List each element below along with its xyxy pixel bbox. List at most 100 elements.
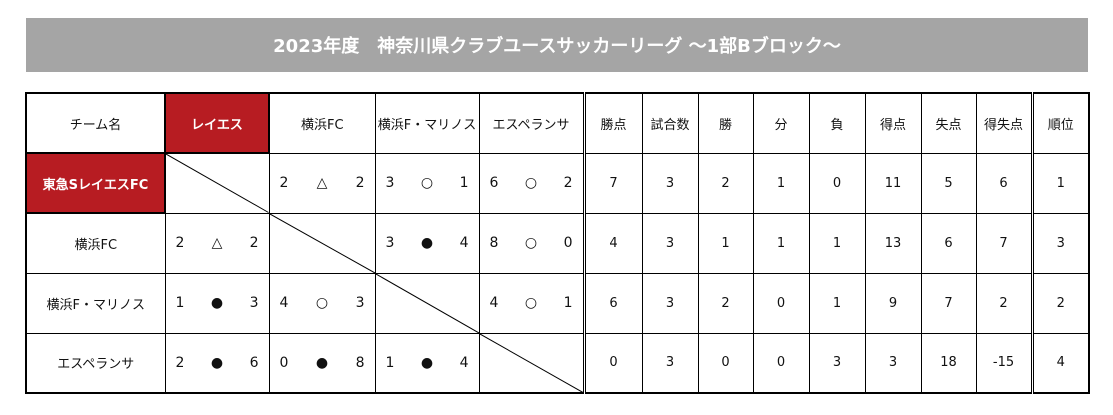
result-mark: △ — [211, 235, 223, 251]
diagonal-line — [270, 214, 375, 273]
score-home: 2 — [175, 235, 185, 251]
score-home: 1 — [175, 295, 185, 311]
result-mark: △ — [316, 175, 328, 191]
header-row: チーム名 レイエス 横浜FC 横浜F・マリノス エスペランサ 勝点 試合数勝分負得点 失点 得失… — [25, 92, 1090, 154]
stat-points: 0 — [582, 332, 643, 394]
result-mark: ○ — [315, 295, 329, 311]
header-cell: 勝 — [697, 92, 754, 154]
header-cell: 負 — [808, 92, 866, 154]
stat-played: 3 — [641, 272, 699, 334]
match-result: 0 ● 8 — [268, 332, 376, 394]
score-away: 3 — [249, 295, 259, 311]
stat-goals-against: 6 — [920, 212, 977, 274]
score-away: 4 — [459, 354, 469, 371]
stat-goals-for: 9 — [864, 272, 922, 334]
score-home: 8 — [489, 235, 499, 251]
header-cell: レイエス — [164, 92, 270, 154]
match-result: 3 ○ 1 — [374, 152, 480, 214]
stat-rank: 4 — [1030, 332, 1090, 394]
score-away: 8 — [355, 354, 365, 371]
stat-played: 3 — [641, 332, 699, 394]
stat-losses: 3 — [808, 332, 866, 394]
stat-draws: 0 — [752, 272, 810, 334]
stat-goal-diff: -15 — [975, 332, 1033, 394]
stat-points: 4 — [582, 212, 643, 274]
stat-played: 3 — [641, 212, 699, 274]
match-result: 8 ○ 0 — [478, 212, 585, 274]
score-home: 2 — [175, 354, 185, 371]
stat-wins: 1 — [697, 212, 754, 274]
score-home: 3 — [385, 175, 395, 191]
match-result: 2 ● 6 — [164, 332, 270, 394]
stat-draws: 0 — [752, 332, 810, 394]
header-cell: 得失点 — [975, 92, 1033, 154]
stat-points: 6 — [582, 272, 643, 334]
team-name: 東急SレイエスFC — [25, 152, 166, 214]
diagonal-line — [166, 154, 269, 213]
result-mark: ○ — [524, 295, 538, 311]
score-away: 2 — [563, 175, 573, 191]
stat-wins: 2 — [697, 152, 754, 214]
self-match-cell — [164, 152, 270, 214]
self-match-cell — [478, 332, 585, 394]
header-cell: 勝点 — [582, 92, 643, 154]
score-away: 4 — [459, 235, 469, 251]
score-away: 1 — [563, 295, 573, 311]
match-result: 6 ○ 2 — [478, 152, 585, 214]
score-away: 2 — [249, 235, 259, 251]
score-away: 0 — [563, 235, 573, 251]
header-cell: エスペランサ — [478, 92, 585, 154]
header-cell: 横浜FC — [268, 92, 376, 154]
score-home: 6 — [489, 175, 499, 191]
stat-goals-against: 5 — [920, 152, 977, 214]
stat-goal-diff: 2 — [975, 272, 1033, 334]
score-home: 1 — [385, 354, 395, 371]
stat-draws: 1 — [752, 152, 810, 214]
match-result: 3 ● 4 — [374, 212, 480, 274]
header-cell: 得点 — [864, 92, 922, 154]
self-match-cell — [374, 272, 480, 334]
result-mark: ○ — [420, 175, 434, 191]
header-cell: 分 — [752, 92, 810, 154]
result-mark: ● — [420, 354, 434, 371]
match-result: 4 ○ 3 — [268, 272, 376, 334]
match-result: 2 △ 2 — [268, 152, 376, 214]
header-cell: チーム名 — [25, 92, 166, 154]
stat-points: 7 — [582, 152, 643, 214]
stat-goals-for: 3 — [864, 332, 922, 394]
match-result: 4 ○ 1 — [478, 272, 585, 334]
stat-goal-diff: 6 — [975, 152, 1033, 214]
stat-wins: 2 — [697, 272, 754, 334]
stat-rank: 2 — [1030, 272, 1090, 334]
score-away: 1 — [459, 175, 469, 191]
table-row: 横浜FC 2 △ 2 3 ● 4 8 ○ 0 4 3 1 1 1 13 6 7 3 — [25, 212, 1090, 274]
score-away: 3 — [355, 295, 365, 311]
stat-rank: 1 — [1030, 152, 1090, 214]
stat-goals-for: 11 — [864, 152, 922, 214]
table-row: 東急SレイエスFC 2 △ 2 3 ○ 1 6 ○ 2 7 3 2 1 0 11 5 6 1 — [25, 152, 1090, 214]
stat-goal-diff: 7 — [975, 212, 1033, 274]
stat-draws: 1 — [752, 212, 810, 274]
score-home: 3 — [385, 235, 395, 251]
score-home: 2 — [279, 175, 289, 191]
table-row: エスペランサ 2 ● 6 0 ● 8 1 ● 4 0 3 0 0 3 3 18 -15 4 — [25, 332, 1090, 394]
score-away: 2 — [355, 175, 365, 191]
result-mark: ○ — [524, 175, 538, 191]
score-home: 4 — [489, 295, 499, 311]
team-name: 横浜FC — [25, 212, 166, 274]
stat-goals-against: 18 — [920, 332, 977, 394]
stat-rank: 3 — [1030, 212, 1090, 274]
score-home: 0 — [279, 354, 289, 371]
score-away: 6 — [249, 354, 259, 371]
stat-wins: 0 — [697, 332, 754, 394]
team-name: エスペランサ — [25, 332, 166, 394]
stat-goals-against: 7 — [920, 272, 977, 334]
result-mark: ● — [315, 354, 329, 371]
match-result: 1 ● 3 — [164, 272, 270, 334]
table-row: 横浜F・マリノス 1 ● 3 4 ○ 3 4 ○ 1 6 3 2 0 1 9 7 2 2 — [25, 272, 1090, 334]
result-mark: ● — [420, 235, 434, 251]
stat-losses: 1 — [808, 272, 866, 334]
header-cell: 順位 — [1030, 92, 1090, 154]
diagonal-line — [480, 334, 583, 393]
match-result: 1 ● 4 — [374, 332, 480, 394]
